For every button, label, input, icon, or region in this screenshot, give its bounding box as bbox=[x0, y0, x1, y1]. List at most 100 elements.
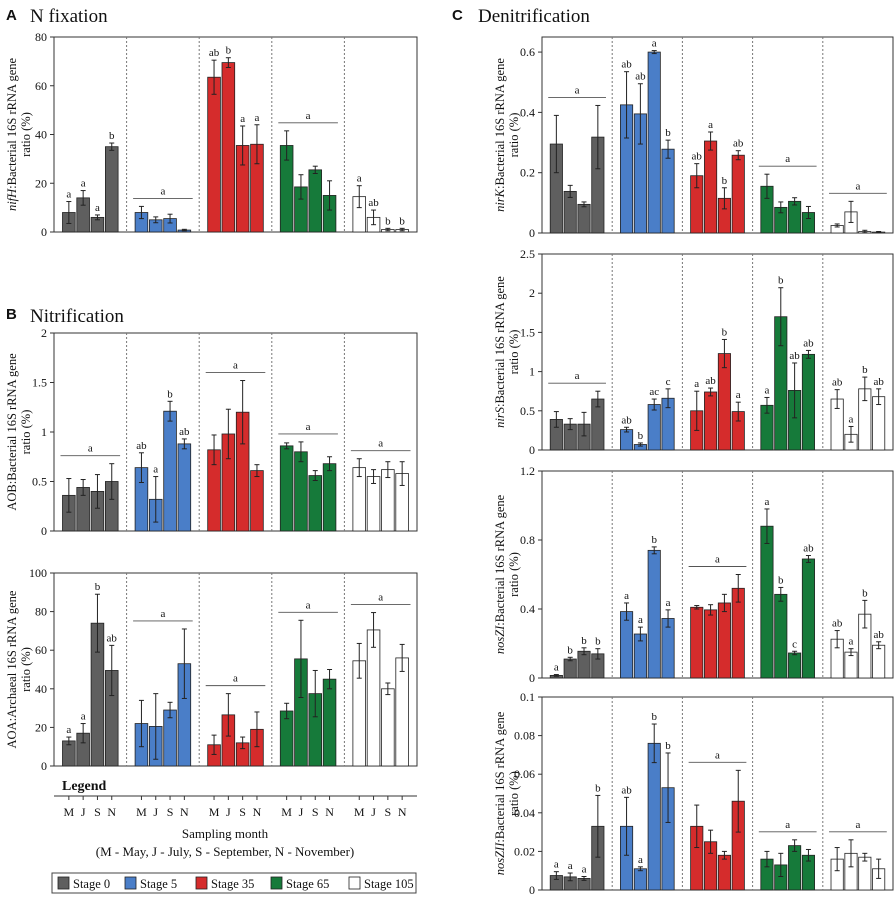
month-label: M bbox=[354, 805, 365, 819]
legend-swatch bbox=[270, 876, 283, 890]
significance-letter: b bbox=[385, 215, 391, 227]
y-axis-label: nirS:Bacterial 16S rRNA gene bbox=[493, 276, 507, 428]
significance-letter: ab bbox=[621, 784, 632, 796]
y-tick-label: 1.5 bbox=[520, 325, 535, 339]
month-label: S bbox=[312, 805, 319, 819]
bar bbox=[395, 657, 409, 767]
y-tick-label: 0 bbox=[529, 883, 535, 897]
significance-letter: a bbox=[694, 378, 699, 390]
y-tick-label: 0.5 bbox=[32, 475, 47, 489]
y-tick-label: 40 bbox=[35, 128, 47, 142]
significance-letter: a bbox=[666, 597, 671, 609]
bar bbox=[163, 410, 177, 532]
month-label: N bbox=[180, 805, 189, 819]
y-tick-label: 0 bbox=[41, 225, 47, 239]
significance-letter: ab bbox=[107, 632, 118, 644]
bar bbox=[563, 658, 577, 679]
bar bbox=[788, 652, 802, 679]
bar bbox=[352, 467, 366, 532]
significance-letter: b bbox=[167, 388, 173, 400]
significance-letter: ab bbox=[705, 375, 716, 387]
legend-swatch bbox=[348, 876, 361, 890]
significance-letter: a bbox=[81, 178, 86, 190]
bar bbox=[577, 203, 591, 234]
month-caption: (M - May, J - July, S - September, N - N… bbox=[96, 844, 354, 859]
significance-letter: a bbox=[357, 173, 362, 185]
y-axis-label: AOB:Bacterial 16S rRNA gene bbox=[5, 353, 19, 511]
bar bbox=[801, 558, 815, 679]
y-axis-label: AOA:Archaeal 16S rRNA gene bbox=[5, 590, 19, 748]
y-axis-label-text: :Bacterial 16S rRNA gene bbox=[493, 711, 507, 842]
significance-letter: c bbox=[666, 376, 671, 388]
y-tick-label: 2 bbox=[41, 326, 47, 340]
bar bbox=[647, 51, 661, 234]
group-significance-letter: a bbox=[785, 819, 790, 831]
bar bbox=[163, 709, 177, 767]
y-tick-label: 0 bbox=[41, 524, 47, 538]
significance-letter: a bbox=[849, 636, 854, 648]
month-label: S bbox=[239, 805, 246, 819]
bar bbox=[381, 469, 395, 532]
group-significance-letter: a bbox=[855, 819, 860, 831]
significance-letter: a bbox=[765, 384, 770, 396]
y-tick-label: 1.5 bbox=[32, 376, 47, 390]
significance-letter: b bbox=[665, 127, 671, 139]
y-axis-label: nosZI:Bacterial 16S rRNA gene bbox=[493, 494, 507, 654]
significance-letter: a bbox=[624, 590, 629, 602]
y-axis-label-gene: nosZI bbox=[493, 625, 507, 654]
y-tick-label: 2 bbox=[529, 286, 535, 300]
significance-letter: a bbox=[736, 389, 741, 401]
bar bbox=[250, 470, 264, 532]
bar bbox=[717, 602, 731, 679]
bar bbox=[366, 476, 381, 532]
significance-letter: a bbox=[95, 202, 100, 214]
legend-swatch bbox=[57, 876, 70, 890]
month-label: N bbox=[107, 805, 116, 819]
bar bbox=[366, 629, 381, 767]
month-label: N bbox=[398, 805, 407, 819]
month-label: S bbox=[167, 805, 174, 819]
bar bbox=[661, 148, 675, 234]
legend-swatch bbox=[124, 876, 137, 890]
significance-letter: b bbox=[778, 275, 784, 287]
panel-letter-a: A bbox=[6, 7, 17, 24]
bar bbox=[760, 525, 774, 679]
bar bbox=[788, 845, 802, 891]
y-tick-label: 20 bbox=[35, 176, 47, 190]
bar bbox=[381, 688, 395, 767]
significance-letter: a bbox=[652, 38, 657, 50]
significance-letter: ab bbox=[873, 629, 884, 641]
month-label: M bbox=[64, 805, 75, 819]
chart-nirk: 0 0.2 0.4 0.6 nirK:Bacterial 16S rRNA gene ra… bbox=[493, 36, 894, 240]
significance-letter: b bbox=[638, 430, 644, 442]
y-tick-label: 0.02 bbox=[514, 844, 535, 858]
significance-letter: a bbox=[708, 119, 713, 131]
month-label: J bbox=[226, 805, 231, 819]
group-significance-letter: a bbox=[160, 608, 165, 620]
bar bbox=[858, 856, 872, 891]
y-tick-label: 0 bbox=[529, 443, 535, 457]
significance-letter: b bbox=[722, 326, 728, 338]
legend-label: Stage 5 bbox=[140, 877, 177, 891]
y-tick-label: 0.6 bbox=[520, 45, 535, 59]
y-axis-label-text: AOB:Bacterial 16S rRNA gene bbox=[5, 353, 19, 511]
chart-aob: 0 0.5 1 1.5 2 AOB:Bacterial 16S rRNA gene rati… bbox=[5, 326, 418, 538]
bar bbox=[704, 140, 718, 234]
panel-title-denitrification: Denitrification bbox=[478, 6, 590, 27]
y-tick-label: 2.5 bbox=[520, 247, 535, 261]
y-tick-label: 0.06 bbox=[514, 767, 535, 781]
y-axis-label-text: :Bacterial 16S rRNA gene bbox=[493, 276, 507, 407]
significance-letter: ab bbox=[832, 618, 843, 630]
significance-letter: a bbox=[849, 413, 854, 425]
chart-aoa: 0 20 40 60 80 100 AOA:Archaeal 16S rRNA gene ra… bbox=[5, 566, 418, 773]
group-significance-letter: a bbox=[715, 749, 720, 761]
bar bbox=[294, 451, 308, 532]
legend-label: Stage 35 bbox=[211, 877, 254, 891]
y-tick-label: 80 bbox=[35, 30, 47, 44]
y-tick-label: 1 bbox=[41, 425, 47, 439]
group-significance-letter: a bbox=[233, 673, 238, 685]
month-label: N bbox=[253, 805, 262, 819]
significance-letter: ab bbox=[832, 377, 843, 389]
